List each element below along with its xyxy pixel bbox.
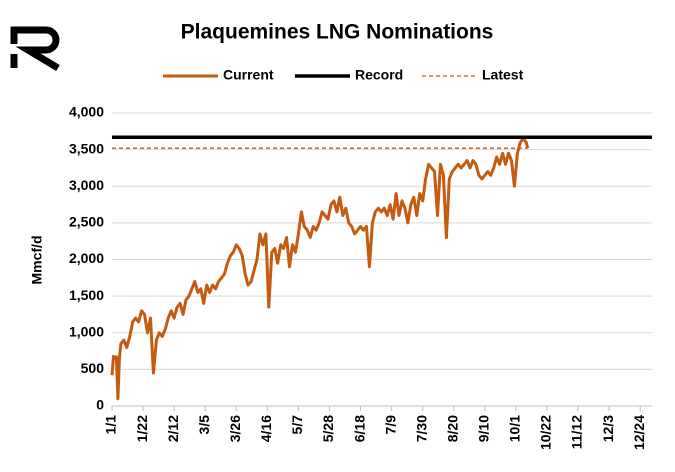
- x-tick-label: 11/12: [569, 415, 585, 449]
- x-tick-label: 3/5: [196, 415, 212, 435]
- y-tick-label: 0: [96, 397, 104, 413]
- x-tick-label: 2/12: [165, 415, 181, 442]
- legend-label: Latest: [482, 67, 524, 83]
- x-tick-label: 7/9: [382, 415, 398, 435]
- x-tick-label: 12/3: [600, 415, 616, 442]
- legend-label: Current: [223, 67, 274, 83]
- x-tick-label: 10/22: [538, 415, 554, 450]
- series-line: [110, 137, 530, 401]
- y-tick-label: 4,000: [69, 104, 104, 120]
- x-tick-label: 8/20: [444, 415, 460, 442]
- y-tick-label: 2,000: [69, 250, 104, 266]
- x-tick-label: 9/10: [476, 415, 492, 442]
- chart-title: Plaquemines LNG Nominations: [181, 21, 494, 44]
- y-axis-label: Mmcf/d: [29, 236, 45, 285]
- x-tick-label: 6/18: [351, 415, 367, 442]
- logo-stroke: [10, 26, 60, 72]
- y-tick-label: 500: [81, 360, 105, 376]
- legend-label: Record: [355, 67, 403, 83]
- x-tick-label: 3/26: [227, 415, 243, 442]
- x-tick-label: 12/24: [631, 415, 647, 450]
- x-tick-label: 5/7: [289, 415, 305, 435]
- y-tick-label: 3,500: [69, 140, 104, 156]
- x-tick-label: 5/28: [320, 415, 336, 442]
- y-tick-label: 1,000: [69, 323, 104, 339]
- y-tick-label: 2,500: [69, 214, 104, 230]
- x-tick-label: 7/30: [413, 415, 429, 442]
- x-tick-label: 10/1: [507, 415, 523, 442]
- x-tick-label: 1/1: [103, 415, 119, 435]
- x-tick-label: 1/22: [134, 415, 150, 442]
- y-tick-label: 3,000: [69, 177, 104, 193]
- x-tick-label: 4/16: [258, 415, 274, 442]
- logo: [10, 26, 60, 72]
- y-tick-label: 1,500: [69, 287, 104, 303]
